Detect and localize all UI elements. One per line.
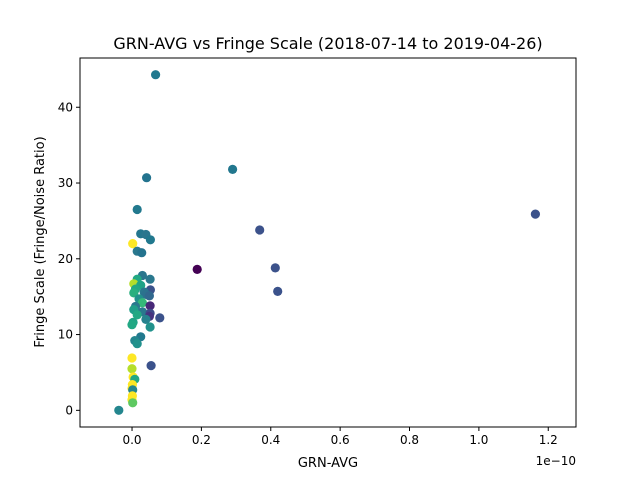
data-point	[141, 314, 151, 324]
data-point	[145, 235, 155, 245]
data-point	[128, 239, 138, 249]
y-tick-label: 0	[65, 403, 73, 417]
x-axis-offset-text: 1e−10	[536, 454, 576, 468]
x-tick-label: 0.2	[192, 433, 211, 447]
data-points	[114, 70, 541, 415]
data-point	[114, 405, 124, 415]
x-tick-label: 1.2	[539, 433, 558, 447]
x-tick-label: 1.0	[469, 433, 488, 447]
plot-frame	[79, 57, 577, 428]
x-tick-label: 0.4	[261, 433, 280, 447]
data-point	[192, 264, 202, 274]
y-axis-ticks: 0 10 20 30 40	[58, 100, 80, 417]
x-tick-label: 0.0	[122, 433, 141, 447]
data-point	[144, 291, 154, 301]
chart-title: GRN-AVG vs Fringe Scale (2018-07-14 to 2…	[113, 34, 542, 53]
x-axis-label: GRN-AVG	[298, 456, 358, 471]
data-point	[132, 310, 142, 320]
data-point	[137, 298, 147, 308]
y-tick-label: 40	[58, 100, 73, 114]
data-point	[128, 398, 138, 408]
data-point	[145, 274, 155, 284]
y-tick-label: 20	[58, 252, 73, 266]
x-tick-label: 0.6	[331, 433, 350, 447]
y-tick-label: 10	[58, 328, 73, 342]
data-point	[145, 322, 155, 332]
y-tick-label: 30	[58, 176, 73, 190]
x-tick-label: 0.8	[400, 433, 419, 447]
data-point	[151, 70, 161, 80]
data-point	[270, 263, 280, 273]
data-point	[228, 164, 238, 174]
data-point	[127, 320, 137, 330]
data-point	[142, 173, 152, 183]
y-axis-label: Fringe Scale (Fringe/Noise Ratio)	[33, 136, 48, 347]
data-point	[530, 209, 541, 219]
data-point	[145, 301, 155, 311]
data-point	[255, 225, 265, 235]
data-point	[129, 288, 139, 298]
x-axis-ticks: 0.0 0.2 0.4 0.6 0.8 1.0 1.2	[122, 427, 558, 447]
data-point	[146, 361, 156, 371]
data-point	[155, 313, 165, 323]
data-point	[132, 204, 142, 215]
data-point	[132, 339, 142, 349]
data-point	[137, 248, 147, 258]
data-point	[273, 286, 283, 296]
data-point	[127, 364, 137, 374]
data-point	[127, 353, 137, 363]
